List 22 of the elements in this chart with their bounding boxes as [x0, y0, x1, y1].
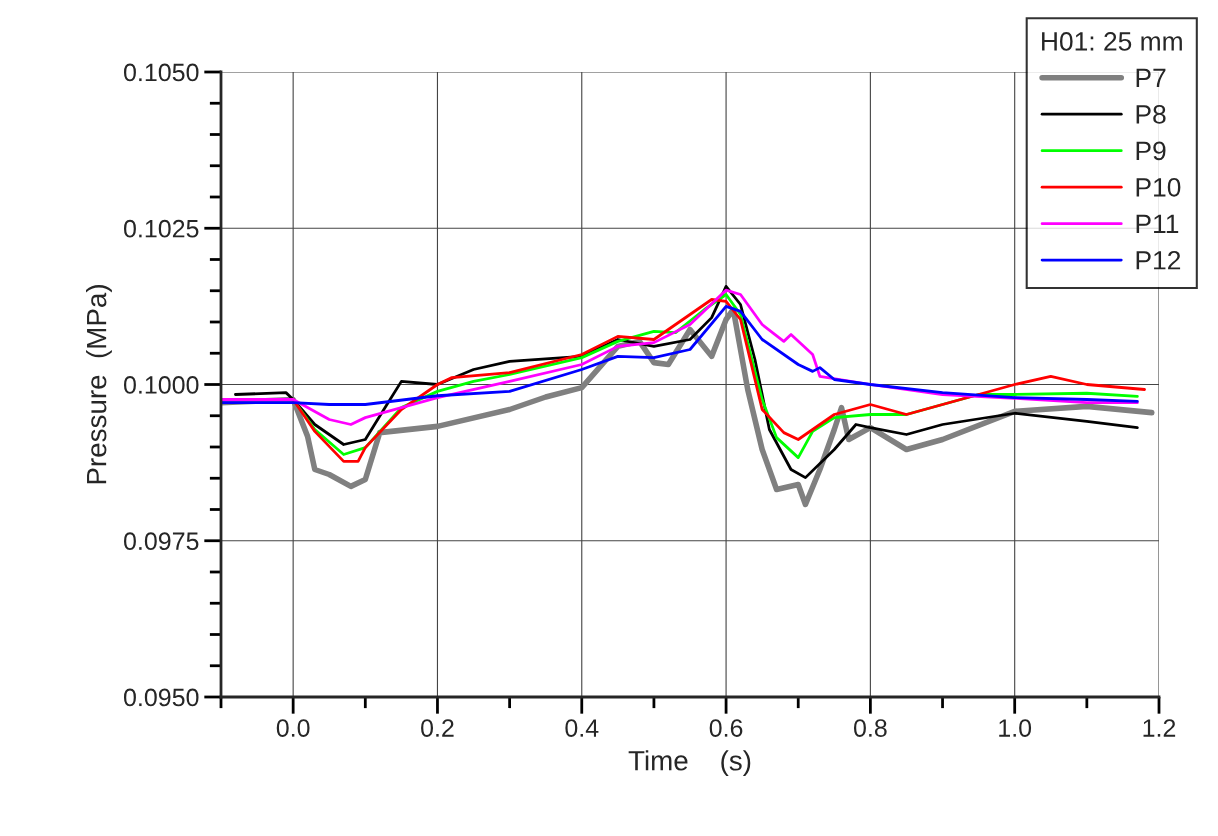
- x-tick-label: 0.6: [709, 719, 743, 737]
- y-tick-label: 0.1050: [123, 63, 199, 82]
- y-tick-label: 0.1000: [123, 376, 199, 394]
- x-tick-label: 0.4: [565, 719, 599, 737]
- legend-label: P8: [1136, 105, 1166, 124]
- y-axis-title: Pressure (MPa): [86, 285, 112, 484]
- x-tick-label: 1.2: [1143, 719, 1176, 737]
- legend-label: P9: [1136, 141, 1166, 161]
- y-tick-label: 0.0975: [123, 532, 199, 551]
- legend-label: P11: [1136, 214, 1179, 233]
- legend-title: H01: 25 mm: [1042, 32, 1182, 51]
- x-tick-label: 0.2: [421, 719, 454, 737]
- x-tick-label: 0.8: [853, 719, 887, 737]
- x-tick-label: 1.0: [999, 719, 1032, 737]
- x-tick-label: 0.0: [276, 719, 310, 737]
- line-series: [221, 304, 1139, 406]
- x-axis-title: Time (s): [628, 750, 751, 777]
- y-tick-label: 0.0950: [123, 688, 199, 707]
- legend-label: P12: [1136, 250, 1181, 270]
- legend-label: P10: [1136, 177, 1181, 197]
- y-tick-label: 0.1025: [123, 219, 199, 238]
- legend-label: P7: [1136, 68, 1166, 87]
